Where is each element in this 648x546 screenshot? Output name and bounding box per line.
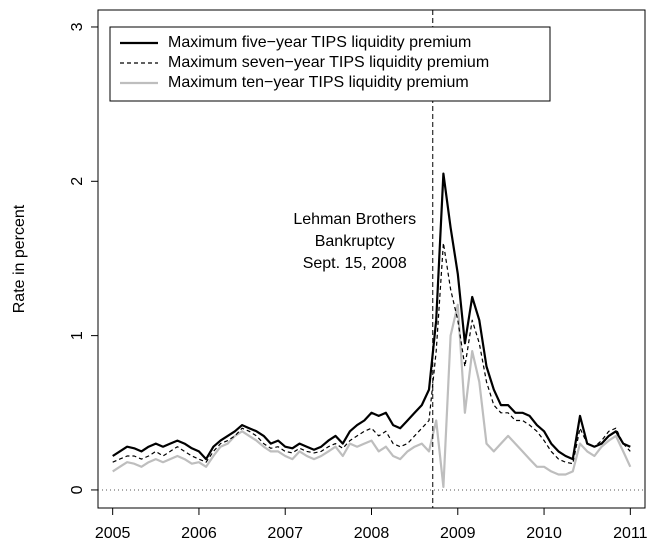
annotation-text: Bankruptcy	[315, 233, 395, 250]
y-axis-label: Rate in percent	[11, 204, 28, 313]
x-tick-label: 2011	[613, 525, 648, 542]
x-tick-label: 2007	[267, 525, 303, 542]
y-tick-label: 1	[69, 331, 86, 340]
annotation-text: Lehman Brothers	[293, 211, 416, 228]
y-tick-label: 3	[69, 22, 86, 31]
y-tick-label: 2	[69, 177, 86, 186]
x-tick-label: 2010	[526, 525, 562, 542]
legend-label: Maximum five−year TIPS liquidity premium	[168, 34, 471, 51]
y-tick-label: 0	[69, 485, 86, 494]
x-tick-label: 2008	[354, 525, 390, 542]
x-tick-label: 2005	[95, 525, 131, 542]
x-tick-label: 2009	[440, 525, 476, 542]
legend-label: Maximum ten−year TIPS liquidity premium	[168, 74, 469, 91]
x-tick-label: 2006	[181, 525, 217, 542]
annotation-text: Sept. 15, 2008	[303, 255, 407, 272]
legend-label: Maximum seven−year TIPS liquidity premiu…	[168, 54, 489, 71]
legend-box	[109, 26, 551, 102]
series-line	[112, 242, 631, 465]
series-line	[112, 303, 632, 488]
series-line	[112, 172, 631, 461]
